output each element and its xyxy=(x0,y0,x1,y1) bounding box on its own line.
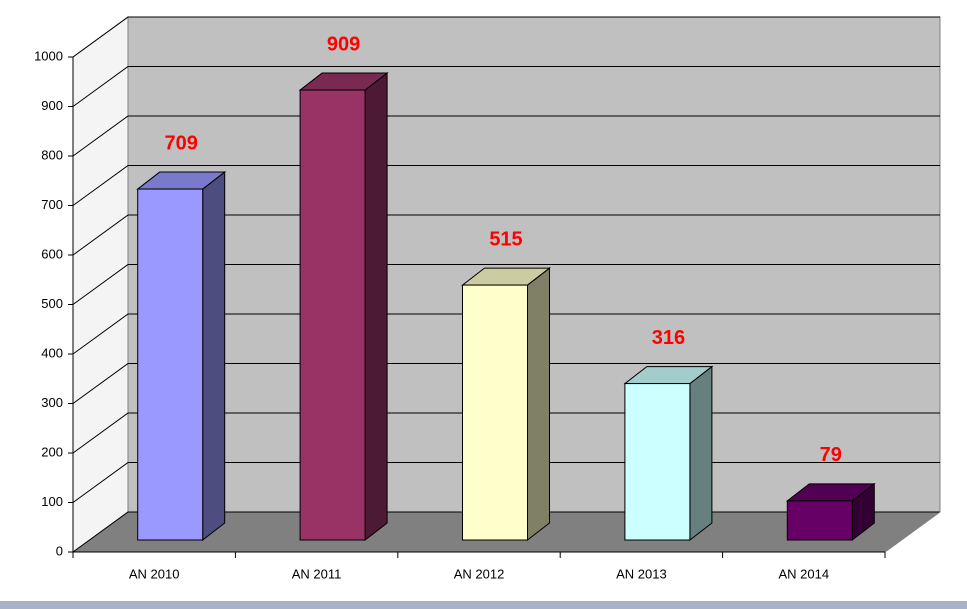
grid-line xyxy=(72,214,940,256)
y-tick-label: 700 xyxy=(41,197,63,212)
bars: 709 909 515 316 79 xyxy=(136,33,876,542)
x-tick-label: AN 2011 xyxy=(292,566,342,581)
axis-labels: 0 100 200 300 400 500 600 700 800 900 1000 AN 2010 A… xyxy=(34,48,886,581)
grid-line xyxy=(72,66,940,107)
y-tick-label: 200 xyxy=(41,444,63,459)
bar xyxy=(299,89,366,541)
y-tick-label: 800 xyxy=(41,147,63,162)
grid-line xyxy=(72,165,940,206)
x-tick-label: AN 2014 xyxy=(779,566,830,581)
x-tick-label: AN 2012 xyxy=(454,566,505,581)
y-tick-label: 500 xyxy=(41,296,63,311)
value-label: 316 xyxy=(652,327,685,349)
y-tick-label: 900 xyxy=(41,98,63,113)
grid-line xyxy=(72,16,940,58)
bar-side xyxy=(364,72,388,542)
y-tick-label: 100 xyxy=(41,494,63,509)
y-tick-label: 300 xyxy=(41,395,63,410)
grid-line xyxy=(72,264,940,305)
bar-side xyxy=(689,365,713,542)
value-label: 515 xyxy=(489,228,522,250)
bar xyxy=(786,500,853,541)
y-tick-label: 0 xyxy=(56,543,63,558)
bar-side xyxy=(202,171,226,542)
grid-line xyxy=(72,363,940,404)
floor-edge xyxy=(884,511,941,553)
value-label: 709 xyxy=(165,132,198,154)
y-tick-label: 600 xyxy=(41,246,63,261)
value-label: 79 xyxy=(820,444,842,466)
grid-line xyxy=(72,115,940,157)
y-tick-label: 1000 xyxy=(34,48,63,63)
bar xyxy=(137,188,204,541)
y-tick-label: 400 xyxy=(41,345,63,360)
bar-side xyxy=(527,267,550,542)
bar xyxy=(624,383,691,541)
x-tick-label: AN 2010 xyxy=(129,566,180,581)
grid-line xyxy=(72,313,940,355)
bottom-strip xyxy=(0,601,967,609)
bar xyxy=(462,284,528,541)
value-label: 909 xyxy=(327,33,360,55)
x-tick-label: AN 2013 xyxy=(616,566,667,581)
